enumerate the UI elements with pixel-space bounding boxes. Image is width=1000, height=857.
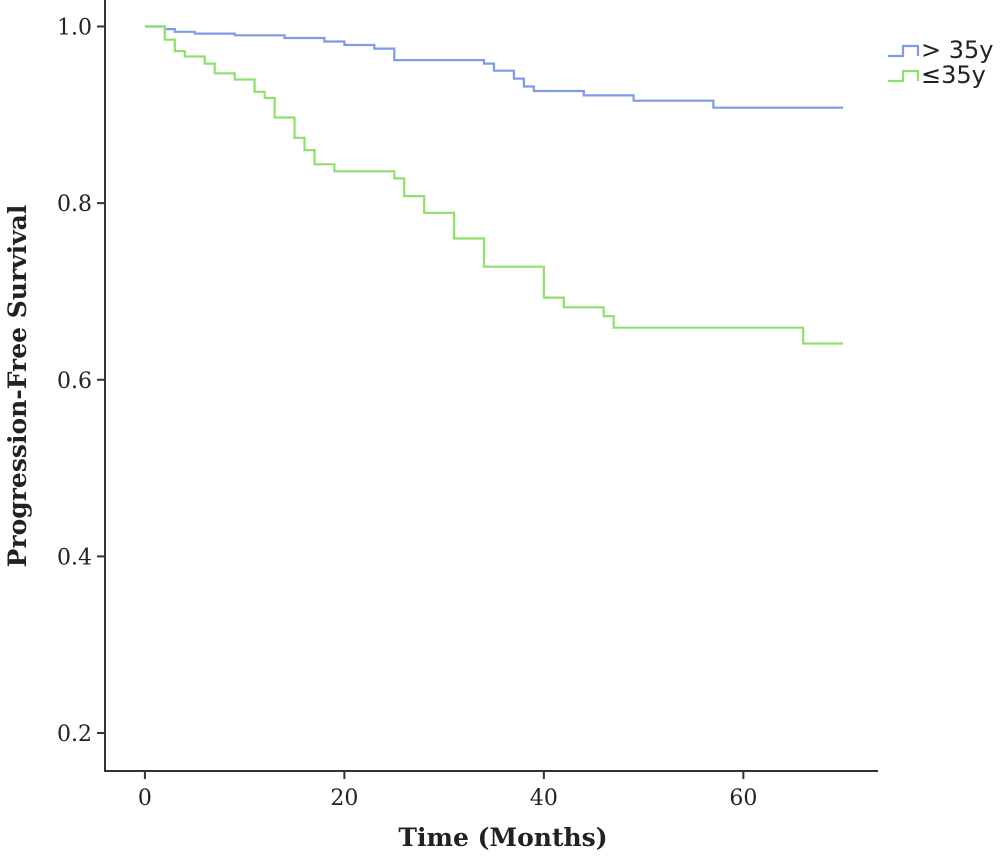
x-tick-label: 0 <box>138 786 152 811</box>
legend: > 35y≤35y <box>888 36 993 89</box>
series-layer <box>144 25 844 345</box>
legend-label: ≤35y <box>921 61 986 89</box>
x-axis-title: Time (Months) <box>398 823 607 852</box>
y-tick-label: 1.0 <box>57 15 92 40</box>
y-tick-label: 0.8 <box>57 192 92 217</box>
y-tick-label: 0.6 <box>57 369 92 394</box>
series-line-under-35y <box>144 25 844 345</box>
y-ticks: 0.2 0.4 0.6 0.8 1.0 <box>57 15 105 747</box>
x-tick-label: 20 <box>330 786 358 811</box>
legend-swatch <box>888 69 920 83</box>
axes <box>104 0 878 772</box>
x-ticks: 0 20 40 60 <box>138 771 757 811</box>
legend-swatch <box>888 44 920 58</box>
y-tick-label: 0.4 <box>57 545 92 570</box>
x-tick-label: 40 <box>530 786 558 811</box>
x-tick-label: 60 <box>729 786 757 811</box>
legend-label: > 35y <box>921 36 993 64</box>
series-line-over-35y <box>144 25 844 109</box>
y-tick-label: 0.2 <box>57 722 92 747</box>
y-axis-title: Progression-Free Survival <box>3 205 32 568</box>
